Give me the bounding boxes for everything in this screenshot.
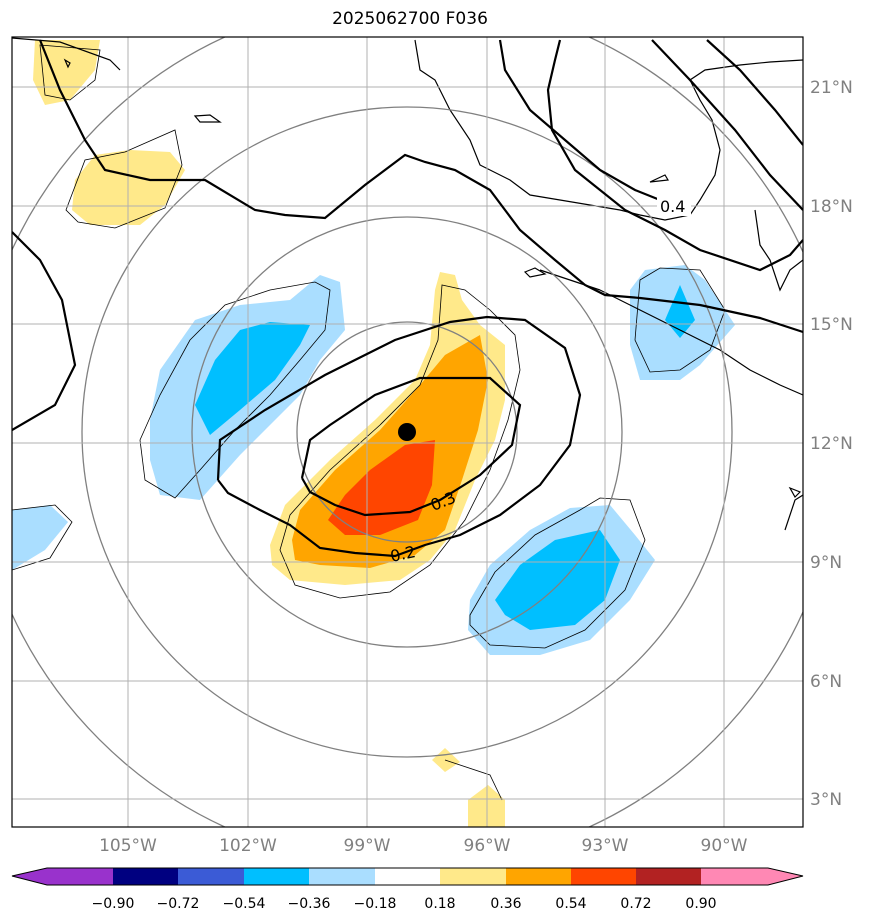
colorbar-tick-label: −0.18 [354, 896, 397, 912]
contour-label-02: 0.2 [388, 542, 417, 566]
lat-label-21n: 21°N [810, 78, 853, 98]
lon-label-102w: 102°W [219, 836, 277, 856]
coastlines [12, 37, 803, 531]
thin-contours [12, 44, 726, 801]
colorbar-bin-7 [506, 868, 571, 885]
colorbar-outline [11, 867, 804, 886]
negative-anomaly-core-southeast [495, 530, 620, 630]
colorbar-tick-label: −0.36 [288, 896, 331, 912]
colorbar-bin-4 [309, 868, 375, 885]
colorbar-tick-label: 0.72 [620, 896, 651, 912]
negative-anomaly-region-far-west [12, 505, 68, 570]
storm-center-marker[interactable] [398, 423, 416, 441]
colorbar: −0.90 −0.72 −0.54 −0.36 −0.18 0.18 0.36 … [11, 867, 804, 912]
lat-label-12n: 12°N [810, 434, 853, 454]
colorbar-bin-8 [571, 868, 636, 885]
contour-labels: 0.4 0.3 0.2 [388, 196, 691, 566]
lat-label-3n: 3°N [810, 790, 842, 810]
negative-anomaly-core-west [195, 322, 310, 435]
lon-label-99w: 99°W [344, 836, 391, 856]
colorbar-tick-label: 0.18 [424, 896, 455, 912]
contour-label-04: 0.4 [660, 197, 685, 216]
lat-label-6n: 6°N [810, 672, 842, 692]
colorbar-tick-label: 0.90 [685, 896, 716, 912]
lat-label-15n: 15°N [810, 315, 853, 335]
positive-anomaly-orange [292, 335, 488, 568]
thick-contours [12, 39, 803, 558]
colorbar-bin-6 [440, 868, 506, 885]
colorbar-bin-9 [636, 868, 701, 885]
map-area [12, 37, 803, 827]
colorbar-extend-min [12, 868, 113, 885]
lon-label-90w: 90°W [701, 836, 748, 856]
colorbar-tick-label: 0.36 [490, 896, 521, 912]
contour-label-bg-04 [657, 196, 691, 216]
colorbar-tick-label: −0.90 [92, 896, 135, 912]
lon-label-96w: 96°W [464, 836, 511, 856]
latitude-labels: 21°N 18°N 15°N 12°N 9°N 6°N 3°N [810, 78, 853, 810]
longitude-labels: 105°W 102°W 99°W 96°W 93°W 90°W [99, 836, 748, 856]
lon-label-105w: 105°W [99, 836, 157, 856]
distance-rings [12, 37, 803, 827]
positive-anomaly-region-top-left [33, 40, 100, 105]
map-title: 2025062700 F036 [332, 9, 488, 29]
grid-lines [12, 37, 803, 827]
colorbar-bin-5 [375, 868, 440, 885]
colorbar-tick-label: −0.72 [157, 896, 200, 912]
colorbar-bin-1 [113, 868, 178, 885]
colorbar-tick-label: 0.54 [555, 896, 586, 912]
map-frame [11, 36, 804, 828]
negative-anomaly-core-east [665, 285, 695, 338]
lat-label-18n: 18°N [810, 197, 853, 217]
colorbar-tick-label: −0.54 [223, 896, 266, 912]
colorbar-extend-max [701, 868, 803, 885]
colorbar-bin-2 [178, 868, 244, 885]
lat-label-9n: 9°N [810, 553, 842, 573]
colorbar-bin-3 [244, 868, 309, 885]
lon-label-93w: 93°W [582, 836, 629, 856]
